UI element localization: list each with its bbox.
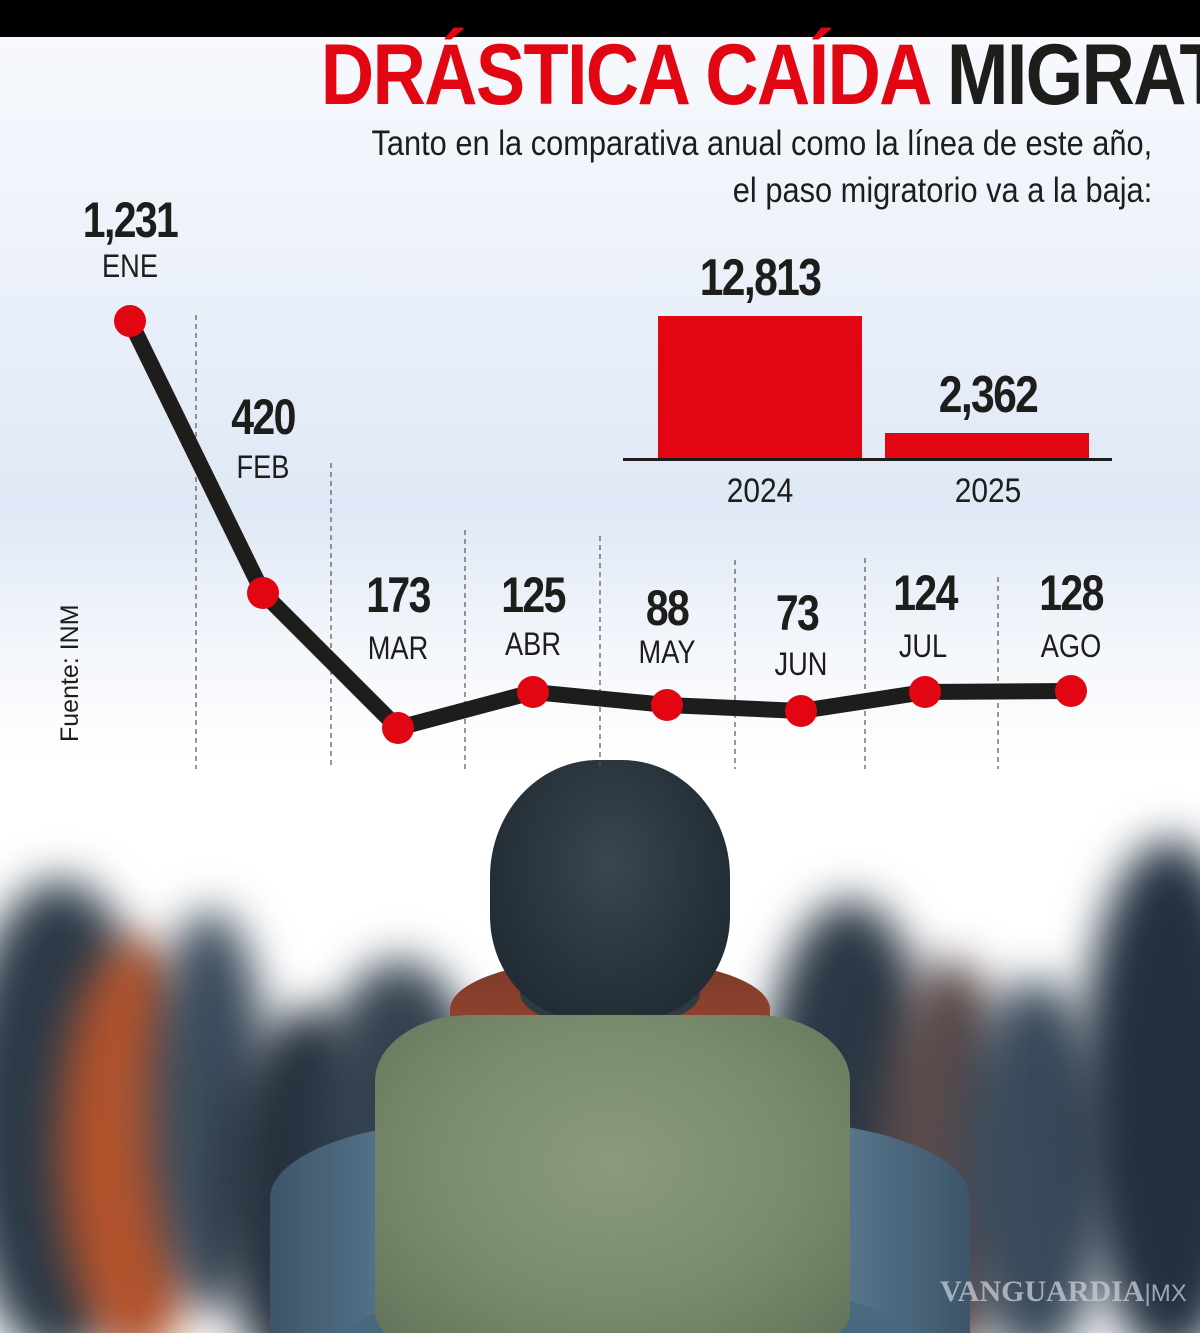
month-label-feb: FEB bbox=[236, 449, 290, 485]
top-black-bar bbox=[0, 0, 1200, 37]
value-label-feb: 420 bbox=[231, 389, 296, 445]
subtitle-line-1: Tanto en la comparativa anual como la lí… bbox=[371, 124, 1152, 163]
source-note: Fuente: INM bbox=[56, 604, 84, 742]
bar-label-2025: 2025 bbox=[954, 472, 1022, 510]
value-label-may: 88 bbox=[645, 580, 690, 636]
bar-value-2024: 12,813 bbox=[699, 249, 822, 307]
month-label-may: MAY bbox=[638, 634, 696, 670]
bar-2024 bbox=[658, 316, 862, 459]
subtitle-line-2: el paso migratorio va a la baja: bbox=[732, 171, 1152, 210]
month-separators bbox=[195, 315, 999, 769]
monthly-line-chart bbox=[114, 305, 1087, 769]
page-title: DRÁSTICA CAÍDA MIGRATORIA bbox=[320, 27, 1200, 123]
bar-label-2024: 2024 bbox=[726, 472, 794, 510]
value-label-ago: 128 bbox=[1039, 565, 1104, 621]
value-label-jun: 73 bbox=[775, 585, 820, 641]
value-label-mar: 173 bbox=[366, 567, 431, 623]
month-label-jun: JUN bbox=[774, 646, 828, 682]
subtitle: Tanto en la comparativa anual como la lí… bbox=[371, 120, 1152, 214]
month-label-jul: JUL bbox=[898, 628, 948, 664]
trend-line bbox=[122, 317, 1072, 737]
data-points bbox=[114, 305, 1087, 744]
month-label-ene: ENE bbox=[102, 248, 158, 284]
migrant-head bbox=[490, 760, 730, 1020]
watermark-suffix: MX bbox=[1150, 1280, 1187, 1307]
month-label-abr: ABR bbox=[505, 626, 561, 662]
bar-2025 bbox=[885, 433, 1089, 459]
month-label-ago: AGO bbox=[1040, 628, 1102, 664]
background-photo bbox=[0, 760, 1200, 1333]
title-red: DRÁSTICA CAÍDA bbox=[320, 27, 930, 123]
bar-axis-baseline bbox=[623, 458, 1112, 461]
vanguardia-watermark: VANGUARDIA|MX bbox=[940, 1275, 1187, 1309]
title-black: MIGRATORIA bbox=[946, 27, 1200, 123]
bar-value-2025: 2,362 bbox=[938, 366, 1039, 424]
value-label-abr: 125 bbox=[501, 567, 566, 623]
watermark-brand: VANGUARDIA bbox=[940, 1275, 1145, 1308]
month-label-mar: MAR bbox=[367, 630, 429, 666]
chart-background bbox=[0, 37, 1200, 797]
watermark-separator: | bbox=[1144, 1280, 1151, 1307]
backpack bbox=[375, 1015, 850, 1333]
value-label-jul: 124 bbox=[893, 565, 958, 621]
value-label-ene: 1,231 bbox=[82, 192, 179, 248]
